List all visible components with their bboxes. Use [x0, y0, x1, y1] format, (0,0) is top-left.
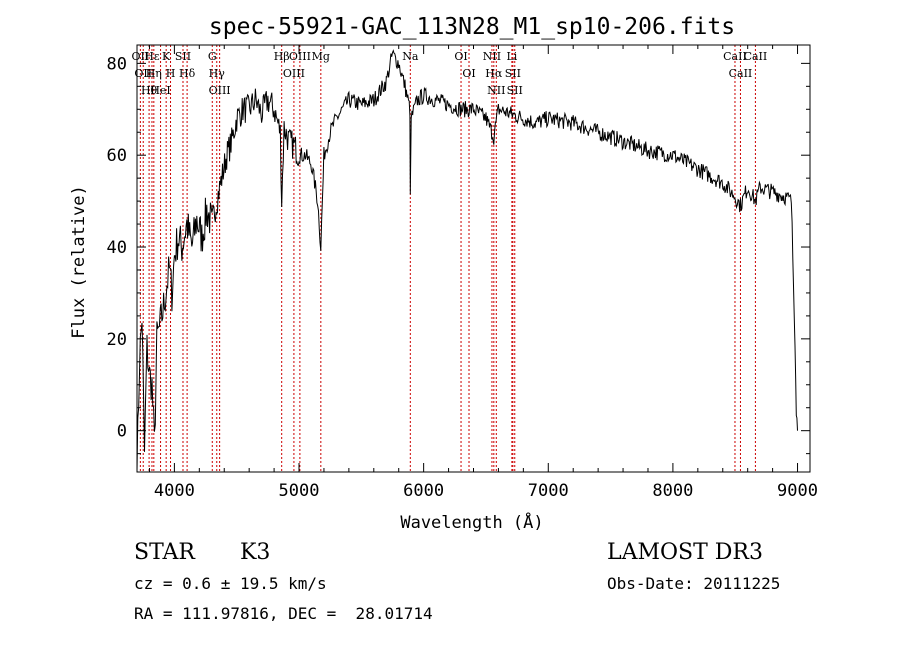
y-tick-label-80: 80	[107, 54, 127, 74]
flux-series-line	[136, 49, 798, 473]
y-tick-label-40: 40	[107, 238, 127, 258]
ra-dec: RA = 111.97816, DEC = 28.01714	[134, 604, 433, 623]
y-tick-label-0: 0	[117, 422, 127, 442]
line-marker-label: Hβ	[274, 50, 290, 63]
line-marker-label: Hα	[485, 67, 503, 80]
line-marker-label: Hε	[144, 50, 160, 63]
survey-name: LAMOST DR3	[607, 540, 763, 565]
y-tick-label-60: 60	[107, 146, 127, 166]
line-marker-label: SII	[507, 84, 523, 97]
observation-date: Obs-Date: 20111225	[607, 574, 781, 593]
line-marker-label: SII	[505, 67, 521, 80]
x-tick-label-7000: 7000	[528, 481, 569, 501]
line-marker-label: K	[162, 50, 171, 63]
y-axis-label: Flux (relative)	[69, 185, 89, 339]
line-marker-label: NII	[483, 50, 501, 63]
line-marker-label: OII	[132, 50, 150, 63]
line-marker-label: NII	[487, 84, 505, 97]
line-marker-label: OI	[454, 50, 467, 63]
line-marker-label: OI	[462, 67, 475, 80]
line-marker-label: CaII	[729, 67, 753, 80]
x-tick-label-9000: 9000	[777, 481, 818, 501]
x-tick-label-6000: 6000	[403, 481, 444, 501]
line-marker-label: Na	[402, 50, 419, 63]
line-marker-label: Hδ	[179, 67, 196, 80]
line-marker-label: H	[166, 67, 176, 80]
line-marker-label: Hγ	[209, 67, 226, 80]
redshift-cz: cz = 0.6 ± 19.5 km/s	[134, 574, 327, 593]
line-marker-label: OIII	[289, 50, 311, 63]
line-marker-label: HeI	[150, 84, 170, 97]
object-subclass: K3	[240, 540, 271, 565]
line-marker-label: Li	[506, 50, 517, 63]
line-marker-label: OIII	[209, 84, 231, 97]
line-marker-label: Hθ	[141, 84, 158, 97]
line-marker-label: Hη	[146, 67, 162, 80]
chart-title: spec-55921-GAC_113N28_M1_sp10-206.fits	[209, 14, 735, 40]
line-marker-label: G	[208, 50, 217, 63]
line-markers	[139, 45, 756, 472]
x-tick-label-8000: 8000	[652, 481, 693, 501]
line-marker-label: SII	[175, 50, 191, 63]
x-axis-label: Wavelength (Å)	[400, 511, 543, 533]
x-axis-ticks: 4000 5000 6000 7000 8000 9000	[148, 45, 818, 501]
object-class: STAR	[134, 540, 195, 565]
line-marker-label: OIII	[283, 67, 305, 80]
line-marker-label: OII	[134, 67, 152, 80]
y-axis-ticks: 0 20 40 60 80	[107, 54, 810, 455]
line-marker-label: CaII	[723, 50, 747, 63]
x-tick-label-5000: 5000	[279, 481, 320, 501]
line-marker-label: Mg	[312, 50, 330, 63]
line-marker-label: CaII	[744, 50, 768, 63]
x-tick-label-4000: 4000	[154, 481, 195, 501]
y-tick-label-20: 20	[107, 330, 127, 350]
